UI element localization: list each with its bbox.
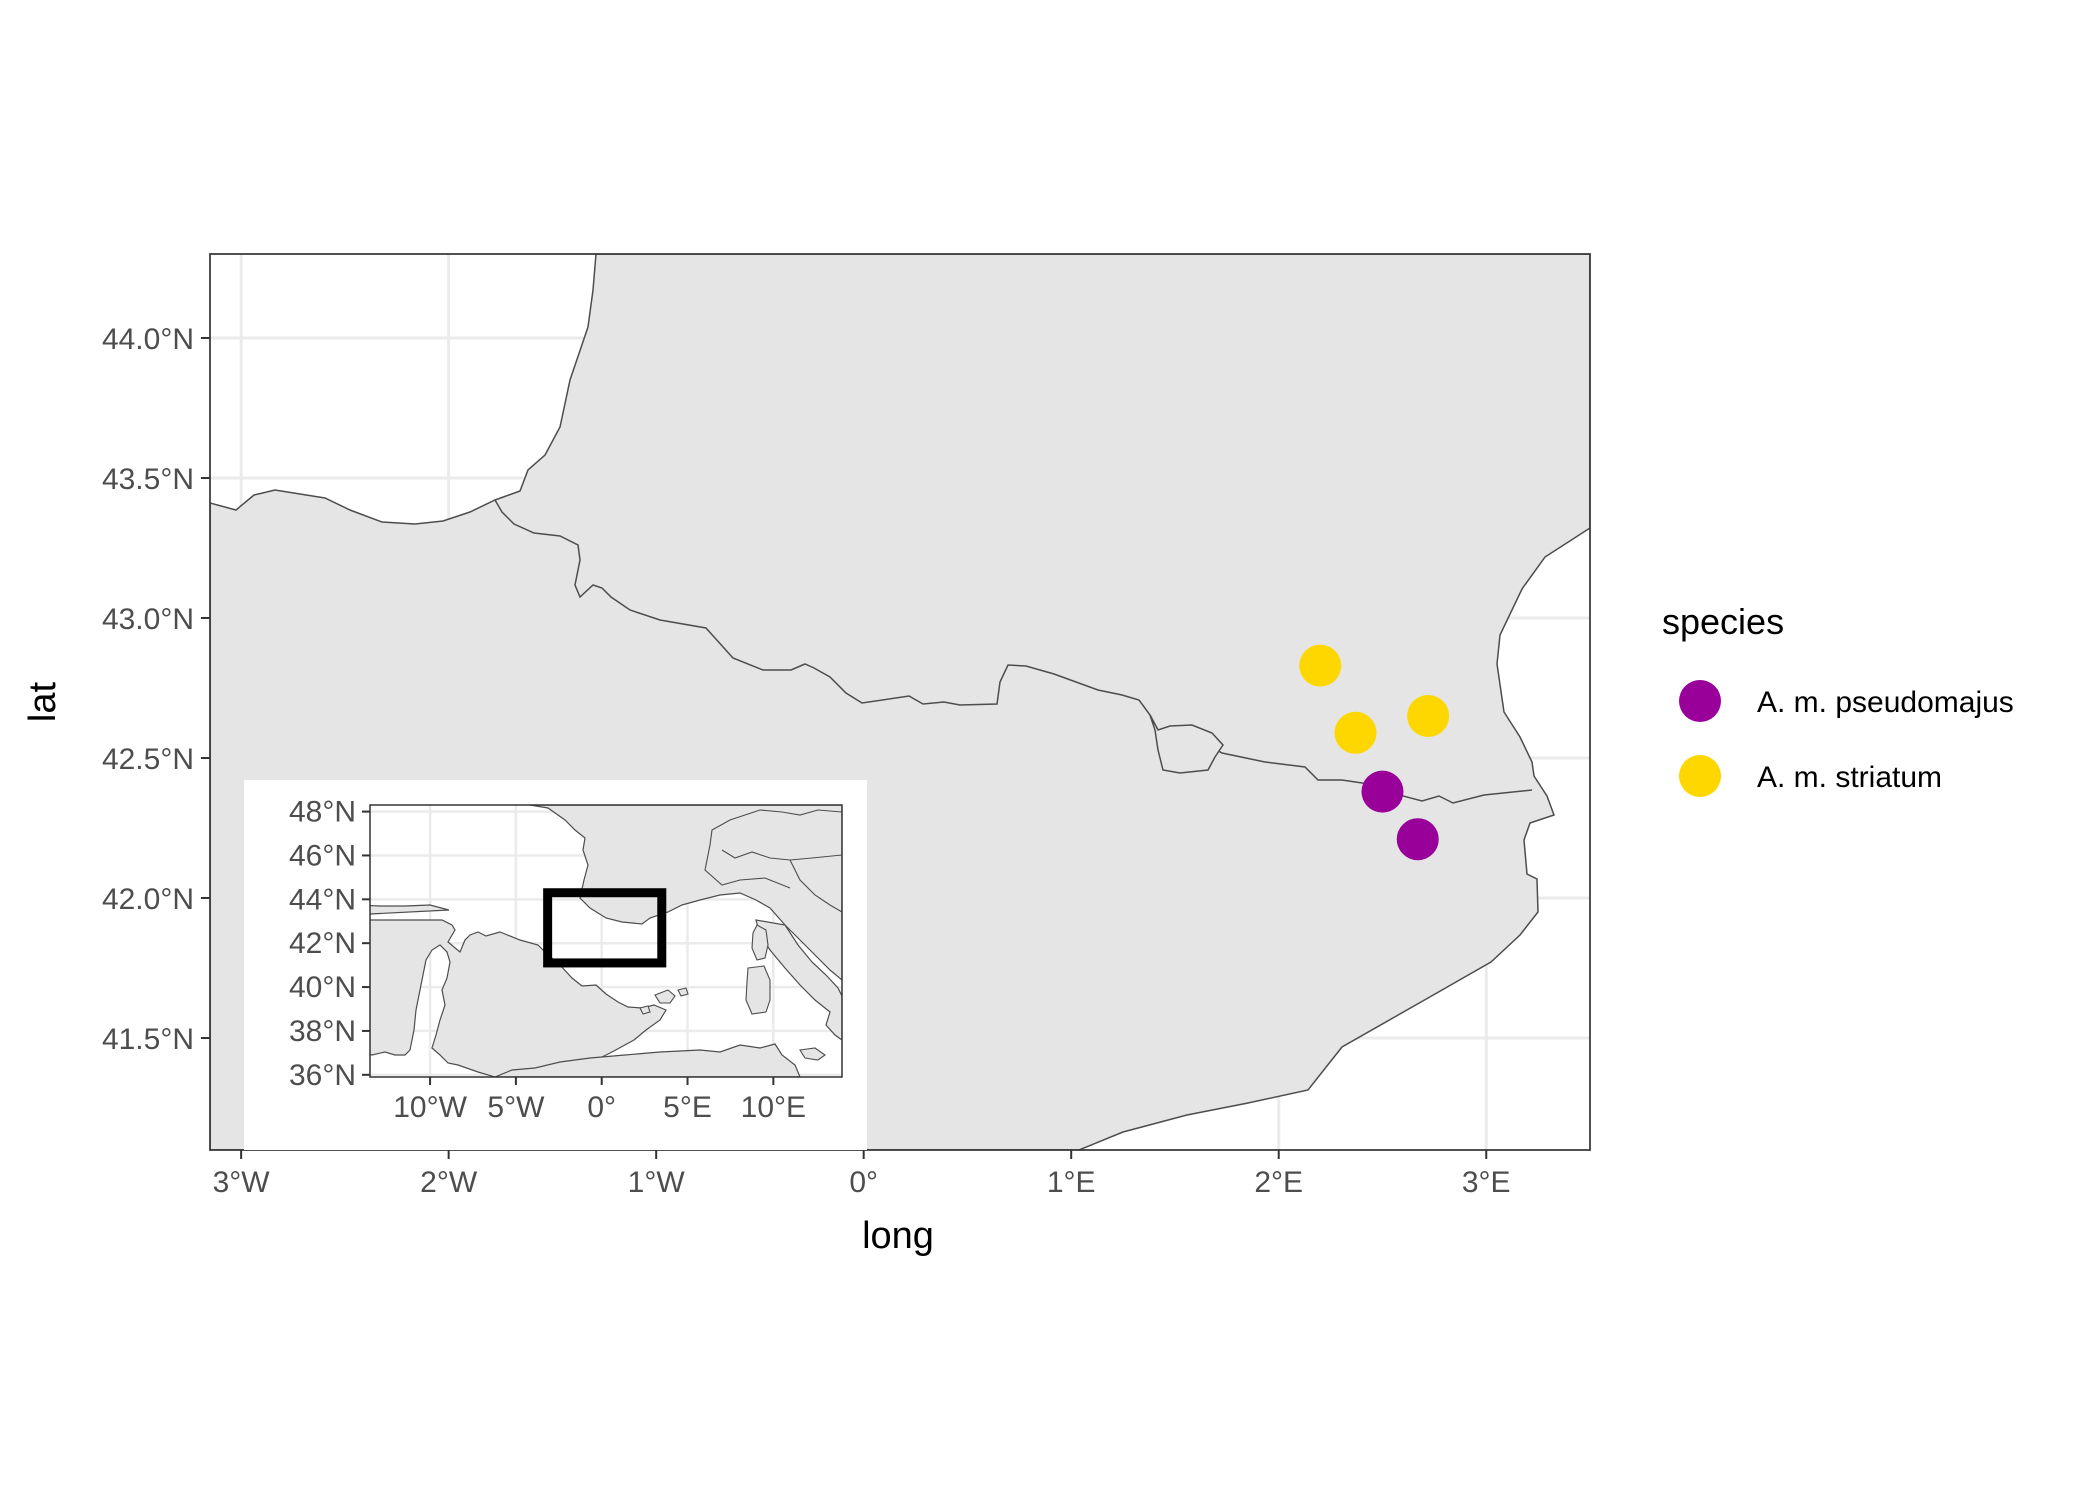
x-axis-title: long xyxy=(862,1215,934,1257)
inset-sicily xyxy=(799,1047,826,1061)
inset-basemap xyxy=(370,805,842,1077)
data-point xyxy=(1299,644,1342,687)
legend-key-pseudomajus xyxy=(1679,680,1721,722)
inset-y-tick-label: 42°N xyxy=(289,927,356,960)
inset-sardinia xyxy=(745,965,771,1015)
inset-x-tick-label: 10°W xyxy=(393,1091,467,1124)
legend: species A. m. pseudomajus A. m. striatum xyxy=(1662,601,2014,797)
y-tick-label: 42.0°N xyxy=(102,883,194,916)
inset-x-tick-label: 0° xyxy=(587,1091,616,1124)
legend-title: species xyxy=(1662,601,1784,642)
inset-x-tick-label: 10°E xyxy=(741,1091,806,1124)
inset-balearics xyxy=(639,987,689,1015)
inset-axes: 10°W 5°W 0° 5°E 10°E 36°N 38°N 40°N 42°N 44°N 46°N… xyxy=(289,796,806,1124)
y-axis-title: lat xyxy=(22,681,64,722)
country-border xyxy=(494,499,1533,804)
inset-x-tick-label: 5°W xyxy=(487,1091,545,1124)
inset-y-tick-label: 40°N xyxy=(289,971,356,1004)
y-tick-label: 42.5°N xyxy=(102,743,194,776)
legend-label-striatum: A. m. striatum xyxy=(1757,761,1942,794)
y-tick-label: 43.5°N xyxy=(102,463,194,496)
y-tick-label: 41.5°N xyxy=(102,1023,194,1056)
x-tick-label: 2°W xyxy=(420,1166,478,1199)
x-tick-label: 3°E xyxy=(1462,1166,1511,1199)
data-point xyxy=(1361,770,1404,813)
inset-x-tick-label: 5°E xyxy=(663,1091,712,1124)
data-point xyxy=(1334,711,1377,754)
occurrence-points xyxy=(1299,644,1450,861)
inset-y-tick-label: 48°N xyxy=(289,796,356,829)
inset-iberia xyxy=(370,904,667,1077)
inset-y-tick-label: 46°N xyxy=(289,839,356,872)
main-axes: 3°W 2°W 1°W 0° 1°E 2°E 3°E 41.5°N 42.0°N 42.5°N 43… xyxy=(102,323,1511,1199)
andorra-outline xyxy=(1149,714,1224,774)
data-point xyxy=(1396,818,1439,861)
data-point xyxy=(1407,695,1450,737)
inset-y-tick-label: 36°N xyxy=(289,1059,356,1092)
inset-y-tick-label: 38°N xyxy=(289,1015,356,1048)
x-tick-label: 2°E xyxy=(1254,1166,1303,1199)
main-panel-border xyxy=(209,253,1591,1151)
inset-y-tick-label: 44°N xyxy=(289,883,356,916)
y-tick-label: 44.0°N xyxy=(102,323,194,356)
x-tick-label: 1°W xyxy=(628,1166,686,1199)
legend-label-pseudomajus: A. m. pseudomajus xyxy=(1757,686,2014,719)
inset-panel-border xyxy=(369,804,843,1078)
x-tick-label: 0° xyxy=(849,1166,878,1199)
y-tick-label: 43.0°N xyxy=(102,603,194,636)
x-tick-label: 3°W xyxy=(213,1166,271,1199)
inset-corsica xyxy=(751,924,769,961)
inset-borders xyxy=(704,809,842,913)
inset-north-africa xyxy=(494,1043,801,1077)
x-tick-label: 1°E xyxy=(1047,1166,1096,1199)
legend-key-striatum xyxy=(1679,755,1721,797)
inset-extent-box xyxy=(543,888,667,968)
